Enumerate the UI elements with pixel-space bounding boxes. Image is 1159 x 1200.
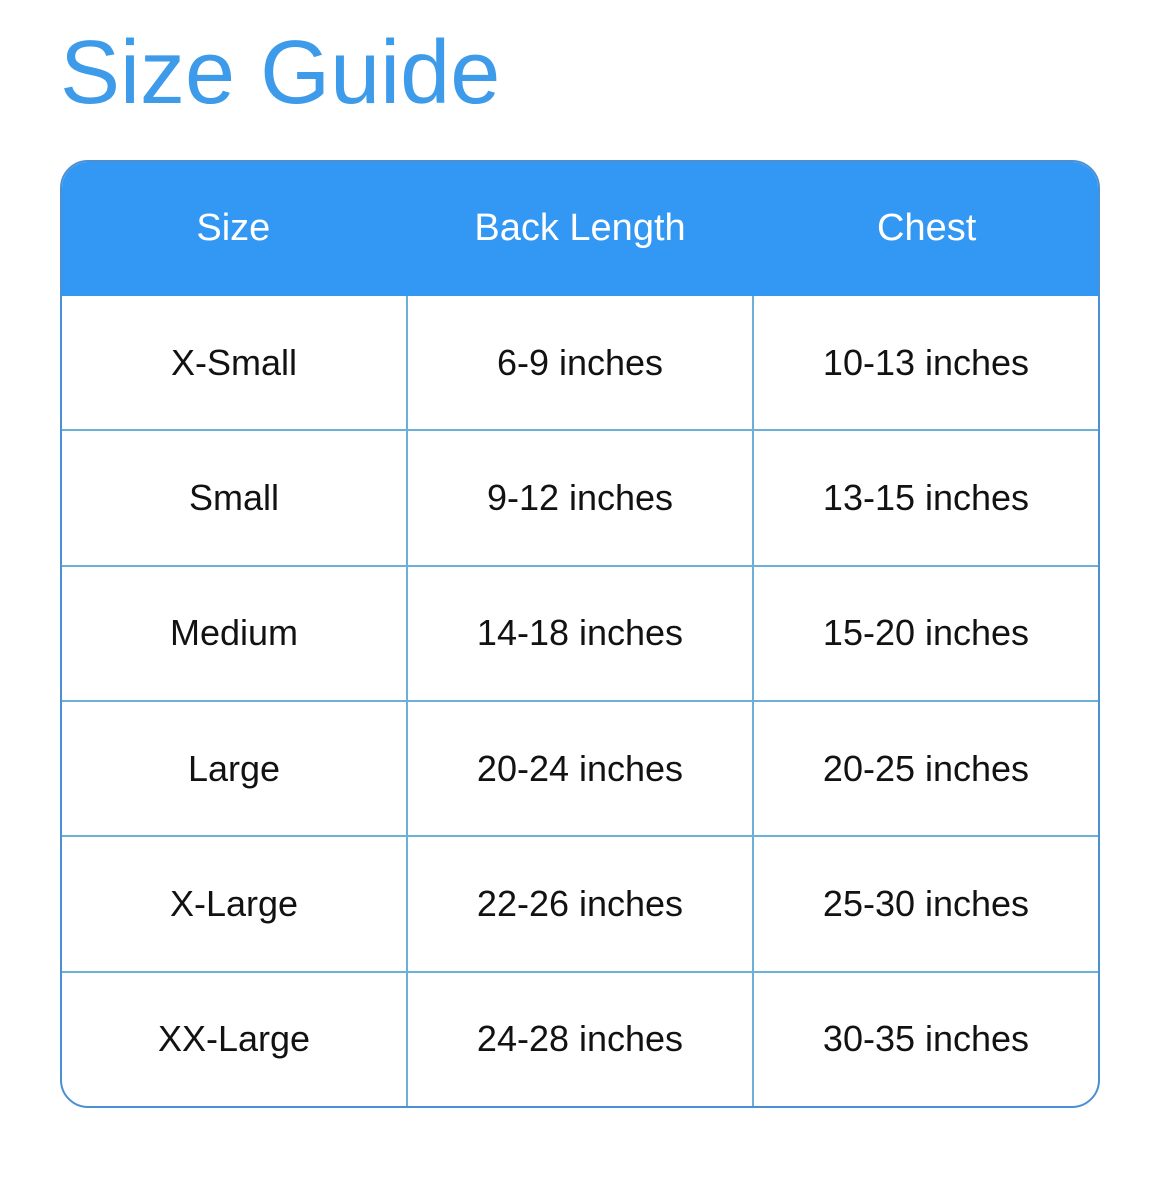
page-title: Size Guide xyxy=(60,23,501,123)
table-row-small: Small 9-12 inches 13-15 inches xyxy=(62,429,1098,565)
header-cell-size: Size xyxy=(196,206,271,249)
cell-size: Medium xyxy=(169,612,299,654)
cell-back-length: 9-12 inches xyxy=(406,431,752,565)
size-guide-table: Size Back Length Chest X-Small 6-9 inche… xyxy=(60,160,1100,1108)
cell-back-length: 24-28 inches xyxy=(406,972,752,1106)
cell-size: X-Large xyxy=(169,882,299,924)
table-body: X-Small 6-9 inches 10-13 inches Small 9-… xyxy=(62,296,1098,1106)
cell-chest: 25-30 inches xyxy=(752,837,1098,971)
cell-back-length: 22-26 inches xyxy=(406,837,752,971)
cell-size: Small xyxy=(188,476,280,518)
table-row-xsmall: X-Small 6-9 inches 10-13 inches xyxy=(62,296,1098,430)
cell-chest: 13-15 inches xyxy=(752,431,1098,565)
table-row-large: Large 20-24 inches 20-25 inches xyxy=(62,699,1098,836)
table-row-xxlarge: XX-Large 24-28 inches 30-35 inches xyxy=(62,970,1098,1106)
cell-back-length: 6-9 inches xyxy=(406,296,752,430)
table-row-medium: Medium 14-18 inches 15-20 inches xyxy=(62,564,1098,700)
cell-back-length: 14-18 inches xyxy=(406,566,752,700)
header-cell-chest: Chest xyxy=(877,206,977,249)
cell-chest: 30-35 inches xyxy=(752,972,1098,1106)
table-row-xlarge: X-Large 22-26 inches 25-30 inches xyxy=(62,835,1098,971)
cell-back-length: 20-24 inches xyxy=(406,701,752,836)
table-header-row: Size Back Length Chest xyxy=(62,162,1098,296)
cell-size: XX-Large xyxy=(157,1018,311,1060)
cell-chest: 20-25 inches xyxy=(752,701,1098,836)
header-cell-back-length: Back Length xyxy=(474,206,686,249)
cell-chest: 10-13 inches xyxy=(752,296,1098,430)
cell-chest: 15-20 inches xyxy=(752,566,1098,700)
cell-size: Large xyxy=(187,747,281,789)
cell-size: X-Small xyxy=(170,341,298,383)
